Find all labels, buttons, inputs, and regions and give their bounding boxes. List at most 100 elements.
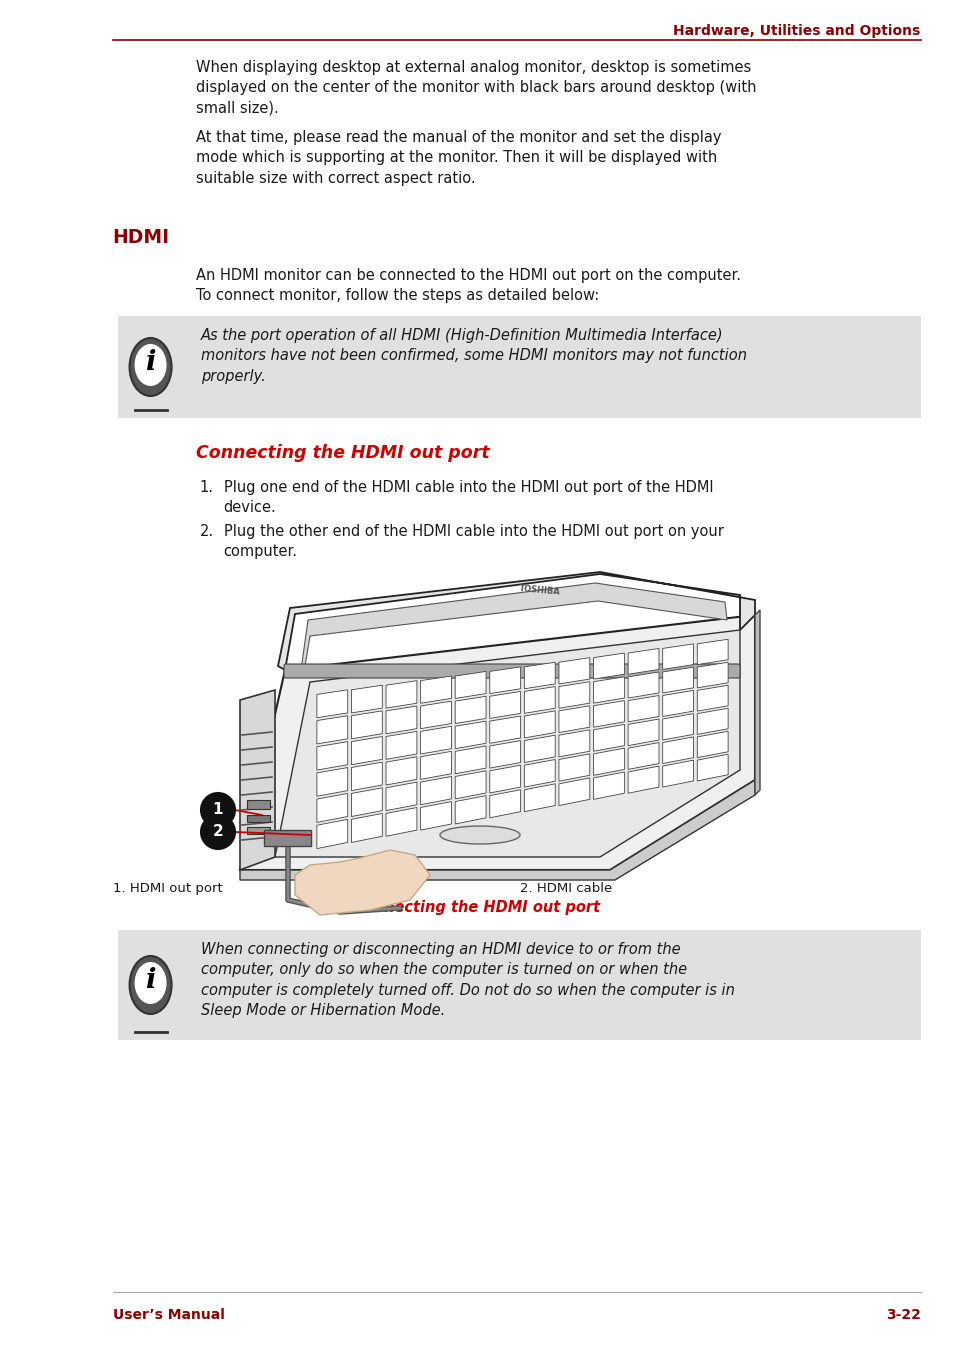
Text: User’s Manual: User’s Manual <box>112 1307 224 1322</box>
Polygon shape <box>455 672 485 699</box>
Polygon shape <box>593 772 623 799</box>
Circle shape <box>201 815 234 849</box>
Text: 1. HDMI out port: 1. HDMI out port <box>112 882 222 895</box>
Polygon shape <box>593 725 623 752</box>
Polygon shape <box>524 662 555 688</box>
Text: i: i <box>145 968 155 995</box>
Polygon shape <box>302 583 726 672</box>
Ellipse shape <box>130 956 172 1014</box>
Polygon shape <box>524 784 555 811</box>
FancyBboxPatch shape <box>247 799 271 808</box>
Polygon shape <box>351 737 382 765</box>
Polygon shape <box>697 754 727 781</box>
Polygon shape <box>697 731 727 757</box>
FancyBboxPatch shape <box>264 830 311 846</box>
Polygon shape <box>420 676 451 703</box>
Text: When displaying desktop at external analog monitor, desktop is sometimes
display: When displaying desktop at external anal… <box>195 59 756 116</box>
Polygon shape <box>558 657 589 684</box>
Polygon shape <box>240 690 274 869</box>
Polygon shape <box>489 741 520 768</box>
Circle shape <box>201 794 234 827</box>
Polygon shape <box>627 672 659 698</box>
Polygon shape <box>455 796 485 823</box>
Polygon shape <box>593 653 623 679</box>
Text: i: i <box>145 350 155 376</box>
Text: As the port operation of all HDMI (High-Definition Multimedia Interface)
monitor: As the port operation of all HDMI (High-… <box>200 329 746 384</box>
Text: 3-22: 3-22 <box>884 1307 920 1322</box>
FancyBboxPatch shape <box>247 826 271 833</box>
Text: 2.: 2. <box>199 525 213 539</box>
Polygon shape <box>316 819 347 849</box>
Polygon shape <box>593 677 623 703</box>
Text: HDMI: HDMI <box>112 228 170 247</box>
Polygon shape <box>351 788 382 817</box>
Polygon shape <box>697 639 727 665</box>
Polygon shape <box>351 685 382 713</box>
Polygon shape <box>697 662 727 688</box>
Ellipse shape <box>134 343 167 387</box>
FancyBboxPatch shape <box>284 664 740 677</box>
Text: 2. HDMI cable: 2. HDMI cable <box>519 882 612 895</box>
Polygon shape <box>316 690 347 718</box>
Polygon shape <box>627 742 659 769</box>
Polygon shape <box>420 752 451 779</box>
Text: Plug the other end of the HDMI cable into the HDMI out port on your
computer.: Plug the other end of the HDMI cable int… <box>223 525 722 560</box>
Polygon shape <box>316 742 347 771</box>
Polygon shape <box>662 737 693 764</box>
Text: Plug one end of the HDMI cable into the HDMI out port of the HDMI
device.: Plug one end of the HDMI cable into the … <box>223 480 713 515</box>
Polygon shape <box>386 680 416 708</box>
Polygon shape <box>662 691 693 717</box>
Ellipse shape <box>134 963 167 1005</box>
FancyBboxPatch shape <box>247 814 271 822</box>
Polygon shape <box>455 721 485 749</box>
Polygon shape <box>240 615 754 869</box>
Polygon shape <box>386 757 416 786</box>
Polygon shape <box>524 760 555 787</box>
Polygon shape <box>558 777 589 806</box>
Polygon shape <box>316 794 347 822</box>
Polygon shape <box>489 717 520 744</box>
FancyBboxPatch shape <box>117 316 920 418</box>
Polygon shape <box>420 802 451 830</box>
Polygon shape <box>524 711 555 738</box>
Polygon shape <box>662 644 693 669</box>
Text: Connecting the HDMI out port: Connecting the HDMI out port <box>195 443 489 462</box>
Polygon shape <box>351 763 382 791</box>
Polygon shape <box>593 700 623 727</box>
Polygon shape <box>627 767 659 794</box>
Polygon shape <box>627 695 659 722</box>
Polygon shape <box>386 807 416 837</box>
Polygon shape <box>558 754 589 781</box>
Polygon shape <box>420 702 451 729</box>
Polygon shape <box>420 726 451 754</box>
Text: Hardware, Utilities and Options: Hardware, Utilities and Options <box>673 24 920 38</box>
Polygon shape <box>754 610 760 795</box>
Polygon shape <box>455 771 485 799</box>
Polygon shape <box>627 649 659 675</box>
Polygon shape <box>351 814 382 842</box>
Polygon shape <box>277 572 754 671</box>
Polygon shape <box>489 765 520 794</box>
Text: Connecting the HDMI out port: Connecting the HDMI out port <box>353 900 600 915</box>
Polygon shape <box>489 667 520 694</box>
Polygon shape <box>274 630 740 857</box>
Ellipse shape <box>130 338 172 396</box>
Text: 2: 2 <box>213 825 223 840</box>
Polygon shape <box>351 711 382 738</box>
Polygon shape <box>420 776 451 804</box>
Text: TOSHIBA: TOSHIBA <box>518 584 560 596</box>
Text: When connecting or disconnecting an HDMI device to or from the
computer, only do: When connecting or disconnecting an HDMI… <box>200 942 734 1018</box>
Polygon shape <box>294 850 430 915</box>
Polygon shape <box>316 768 347 796</box>
Text: An HDMI monitor can be connected to the HDMI out port on the computer.
To connec: An HDMI monitor can be connected to the … <box>195 268 740 303</box>
Ellipse shape <box>439 826 519 844</box>
Polygon shape <box>662 714 693 740</box>
Polygon shape <box>558 681 589 708</box>
Polygon shape <box>558 706 589 733</box>
Polygon shape <box>558 730 589 757</box>
Polygon shape <box>662 667 693 694</box>
Polygon shape <box>524 735 555 763</box>
Polygon shape <box>489 691 520 718</box>
Polygon shape <box>627 719 659 746</box>
Polygon shape <box>455 746 485 773</box>
